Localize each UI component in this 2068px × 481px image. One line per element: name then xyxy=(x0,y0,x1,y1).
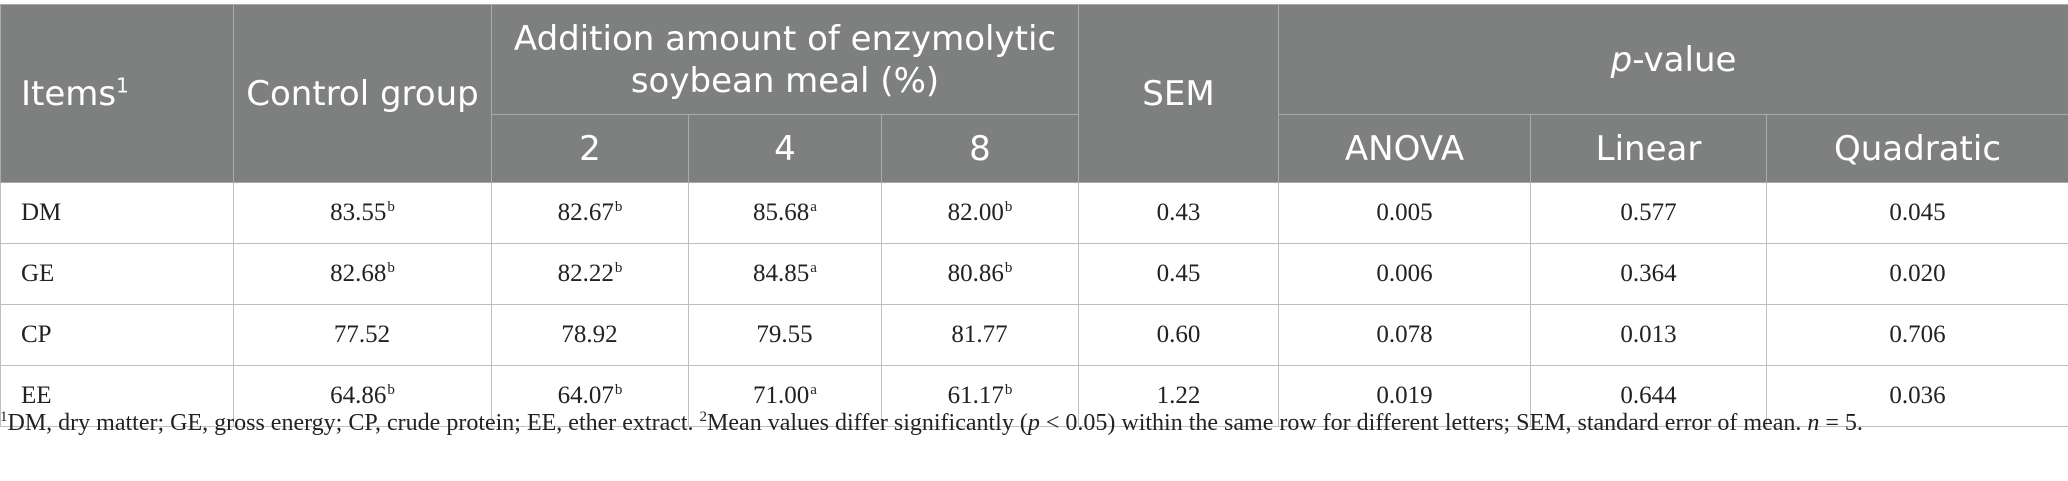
cell-control: 82.68b xyxy=(233,243,492,305)
cell-level-8: 82.00b xyxy=(881,182,1079,244)
cell-sem: 0.45 xyxy=(1078,243,1279,305)
header-anova: ANOVA xyxy=(1278,114,1531,183)
row-item: CP xyxy=(0,304,234,366)
cell-anova: 0.019 xyxy=(1278,365,1531,427)
cell-linear: 0.013 xyxy=(1530,304,1767,366)
row-item: DM xyxy=(0,182,234,244)
cell-linear: 0.577 xyxy=(1530,182,1767,244)
header-items: Items1 xyxy=(0,4,234,183)
table-body: DM 83.55b 82.67b 85.68a 82.00b 0.43 0.00… xyxy=(0,182,2068,427)
cell-control: 83.55b xyxy=(233,182,492,244)
cell-quadratic: 0.020 xyxy=(1765,243,2068,305)
cell-sem: 0.60 xyxy=(1078,304,1279,366)
cell-quadratic: 0.045 xyxy=(1765,182,2068,244)
cell-control: 77.52 xyxy=(233,304,492,366)
header-quadratic: Quadratic xyxy=(1765,114,2068,183)
header-level-4: 4 xyxy=(688,114,882,183)
cell-sem: 1.22 xyxy=(1078,365,1279,427)
table-row: GE 82.68b 82.22b 84.85a 80.86b 0.45 0.00… xyxy=(0,243,2068,305)
header-level-8: 8 xyxy=(881,114,1079,183)
table-footnote: 1DM, dry matter; GE, gross energy; CP, c… xyxy=(0,409,1863,437)
cell-linear: 0.644 xyxy=(1530,365,1767,427)
table-row: EE 64.86b 64.07b 71.00a 61.17b 1.22 0.01… xyxy=(0,365,2068,427)
table-header: Items1 Control group Addition amount of … xyxy=(0,4,2068,183)
cell-level-2: 82.22b xyxy=(491,243,689,305)
cell-level-2: 78.92 xyxy=(491,304,689,366)
cell-quadratic: 0.036 xyxy=(1765,365,2068,427)
header-p-value: p-value xyxy=(1277,4,2068,115)
cell-level-4: 79.55 xyxy=(688,304,882,366)
cell-anova: 0.005 xyxy=(1278,182,1531,244)
header-sem: SEM xyxy=(1078,4,1279,183)
cell-level-8: 80.86b xyxy=(881,243,1079,305)
digestibility-table: Items1 Control group Addition amount of … xyxy=(0,4,2068,427)
header-linear: Linear xyxy=(1530,114,1767,183)
table-row: DM 83.55b 82.67b 85.68a 82.00b 0.43 0.00… xyxy=(0,182,2068,244)
row-item: GE xyxy=(0,243,234,305)
cell-level-8: 81.77 xyxy=(881,304,1079,366)
cell-level-4: 84.85a xyxy=(688,243,882,305)
header-level-2: 2 xyxy=(491,114,689,183)
cell-level-8: 61.17b xyxy=(881,365,1079,427)
header-addition-amount: Addition amount of enzymolytic soybean m… xyxy=(491,4,1079,115)
cell-control: 64.86b xyxy=(233,365,492,427)
table-row: CP 77.52 78.92 79.55 81.77 0.60 0.078 0.… xyxy=(0,304,2068,366)
cell-level-2: 82.67b xyxy=(491,182,689,244)
row-item: EE xyxy=(0,365,234,427)
cell-level-2: 64.07b xyxy=(491,365,689,427)
cell-linear: 0.364 xyxy=(1530,243,1767,305)
cell-level-4: 71.00a xyxy=(688,365,882,427)
data-table-container: Items1 Control group Addition amount of … xyxy=(0,4,2068,427)
cell-sem: 0.43 xyxy=(1078,182,1279,244)
cell-quadratic: 0.706 xyxy=(1765,304,2068,366)
cell-anova: 0.006 xyxy=(1278,243,1531,305)
cell-level-4: 85.68a xyxy=(688,182,882,244)
cell-anova: 0.078 xyxy=(1278,304,1531,366)
header-control-group: Control group xyxy=(233,4,492,183)
